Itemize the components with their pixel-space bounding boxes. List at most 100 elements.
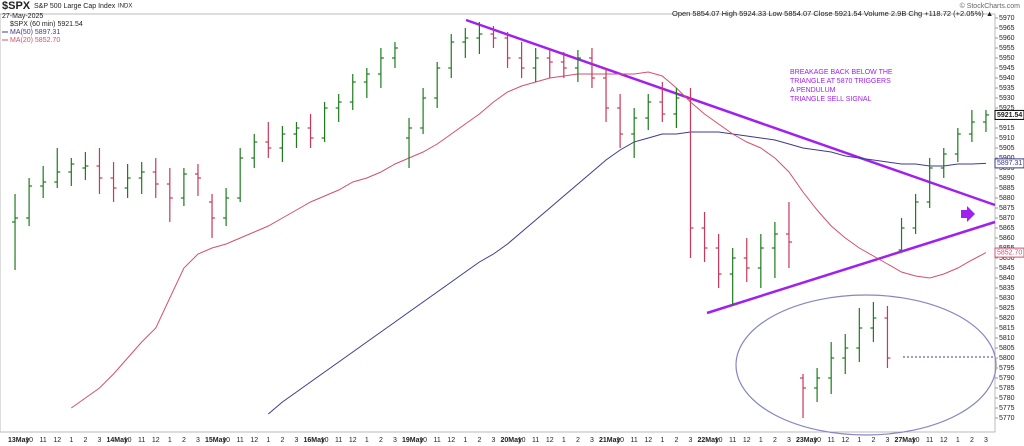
x-tick-label: 1 [660,437,664,444]
ohlc-bar [645,94,652,130]
x-tick-label: 27May [895,437,917,444]
ohlc-bar [490,26,497,48]
ohlc-bar [209,194,216,238]
ohlc-bar [898,218,905,251]
ohlc-bar [673,88,680,128]
x-tick-label: 2 [674,437,678,444]
x-tick-label: 2 [280,437,284,444]
x-tick-label: 12 [841,437,849,444]
price-box-label: 5921.54 [997,112,1022,119]
ohlc-bar [166,168,173,222]
y-tick-label: 5910 [999,135,1015,142]
y-tick-label: 5880 [999,195,1015,202]
ohlc-bar [54,148,61,188]
ohlc-bar [785,202,792,268]
x-tick-label: 3 [590,437,594,444]
y-tick-label: 5940 [999,75,1015,82]
ohlc-bar [124,164,131,198]
x-tick-label: 11 [40,437,47,444]
price-box [994,247,1024,258]
price-box-label: 5852.70 [997,249,1022,256]
ohlc-bar [349,74,356,110]
x-tick-label: 3 [393,437,397,444]
legend-entry: MA(20) 5852.70 [10,37,60,44]
annotation-line: TRIANGLE AT 5870 TRIGGERS [790,78,891,85]
ohlc-bar [434,62,441,108]
ohlc-bar [560,52,567,78]
ohlc-bar [152,158,159,198]
ohlc-bar [982,110,989,132]
ohlc-bar [462,28,469,58]
ohlc-bar [926,158,933,208]
ohlc-bar [223,188,230,226]
y-tick-label: 5860 [999,235,1015,242]
x-tick-label: 3 [984,437,988,444]
legend-last: 5921.54 [57,21,82,28]
ohlc-bar [377,48,384,88]
x-tick-label: 1 [365,437,369,444]
lower-trendline [706,220,996,315]
x-tick-label: 12 [53,437,61,444]
x-tick-label: 10 [321,437,329,444]
y-tick-label: 5780 [999,395,1015,402]
upper-trendline [465,18,996,207]
ohlc-bar [856,308,863,362]
x-tick-label: 10 [222,437,230,444]
x-tick-label: 10 [518,437,526,444]
x-tick-label: 12 [546,437,554,444]
annotation: BREAKAGE BACK BELOW THE TRIANGLE AT 5870 … [790,69,893,103]
ohlc-bar [814,368,821,402]
ohlc-bar [546,48,553,78]
y-tick-label: 5930 [999,95,1015,102]
ohlc-bar [574,50,581,82]
y-tick-label: 5935 [999,85,1015,92]
y-tick-label: 5870 [999,215,1015,222]
ohlc-bar [912,194,919,234]
x-tick-label: 16May [304,437,326,444]
ohlc-bar [40,166,47,198]
ohlc-bar [335,94,342,122]
x-tick-label: 2 [576,437,580,444]
ohlc-bar [265,122,272,158]
legend-entry: MA(50) 5897.31 [10,29,60,36]
ohlc-bar [603,68,610,122]
ohlc-bar [828,342,835,394]
x-tick-label: 3 [886,437,890,444]
x-tick-label: 2 [773,437,777,444]
price-box [994,158,1024,169]
x-tick-label: 10 [124,437,132,444]
ma-line [71,71,987,409]
ohlc-bar [757,234,764,288]
x-tick-label: 12 [447,437,455,444]
legend-name: MA(50) [10,29,33,36]
ohlc-bar [532,48,539,82]
y-tick-label: 5905 [999,145,1015,152]
x-tick-label: 3 [787,437,791,444]
ohlc-bar [968,110,975,142]
x-tick-label: 2 [182,437,186,444]
x-tick-label: 11 [926,437,933,444]
legend-last: 5852.70 [35,37,60,44]
y-tick-label: 5960 [999,35,1015,42]
x-tick-label: 10 [25,437,33,444]
ohlc-bar [715,234,722,288]
legend-last: 5897.31 [35,29,60,36]
x-tick-label: 1 [168,437,172,444]
x-tick-label: 11 [237,437,244,444]
y-tick-label: 5775 [999,405,1015,412]
x-tick-label: 11 [532,437,539,444]
x-tick-label: 21May [599,437,621,444]
y-tick-label: 5925 [999,105,1015,112]
ohlc-bar [504,32,511,68]
ohlc-bar [26,178,33,226]
ohlc-bar [68,158,75,186]
x-tick-label: 12 [940,437,948,444]
ohlc-bar [631,108,638,158]
y-tick-label: 5965 [999,25,1015,32]
ohlc-bar [293,122,300,148]
y-tick-label: 5915 [999,125,1015,132]
x-tick-label: 20May [501,437,523,444]
ohlc-bar [687,88,694,258]
annotation-line: BREAKAGE BACK BELOW THE [790,69,893,76]
x-tick-label: 12 [250,437,258,444]
